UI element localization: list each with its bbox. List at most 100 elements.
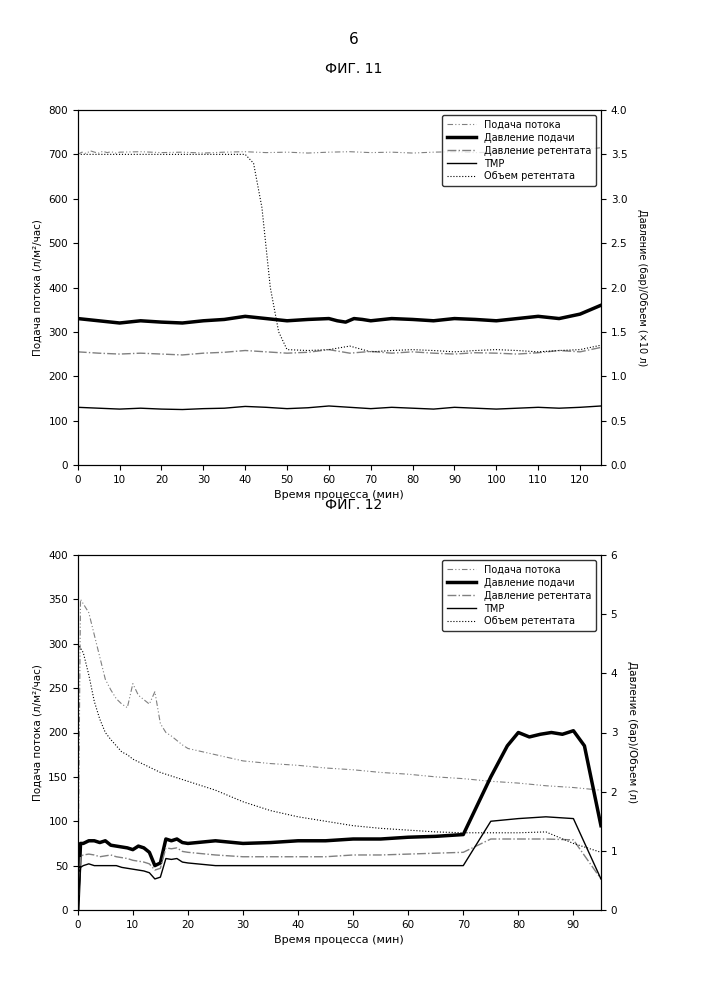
ТМР xyxy=(555,402,563,414)
Подача потока xyxy=(184,742,192,754)
Давление подачи xyxy=(107,839,115,851)
Давление ретентата xyxy=(597,873,605,885)
Y-axis label: Подача потока (л/м²/час): Подача потока (л/м²/час) xyxy=(33,219,43,356)
Давление подачи xyxy=(304,313,312,325)
ТМР xyxy=(366,403,375,415)
Давление подачи xyxy=(322,835,330,847)
Давление подачи xyxy=(95,315,103,327)
Давление ретентата xyxy=(569,834,578,846)
Объем ретентата xyxy=(555,345,563,357)
Давление ретентата xyxy=(85,848,93,860)
ТМР xyxy=(349,860,357,872)
Подача потока xyxy=(99,145,107,157)
Давление подачи xyxy=(115,317,124,329)
Давление ретентата xyxy=(107,849,115,861)
Legend: Подача потока, Давление подачи, Давление ретентата, ТМР, Объем ретентата: Подача потока, Давление подачи, Давление… xyxy=(442,560,596,631)
ТМР xyxy=(431,860,440,872)
Давление подачи xyxy=(492,315,501,327)
Давление подачи xyxy=(558,728,566,740)
Y-axis label: Давление (бар)/Объем (л): Давление (бар)/Объем (л) xyxy=(626,661,637,804)
Давление ретентата xyxy=(123,853,132,865)
Давление подачи xyxy=(283,315,291,327)
Давление ретентата xyxy=(597,341,605,353)
Давление подачи xyxy=(459,829,467,841)
Давление подачи xyxy=(597,820,605,832)
ТМР xyxy=(471,402,479,414)
Подача потока xyxy=(101,673,110,685)
Давление подачи xyxy=(294,835,303,847)
ТМР xyxy=(542,811,550,823)
Подача потока xyxy=(513,147,522,159)
Давление ретентата xyxy=(575,346,584,358)
ТМР xyxy=(429,403,438,415)
Объем ретентата xyxy=(129,753,137,765)
Объем ретентата xyxy=(542,826,550,838)
Давление подачи xyxy=(145,846,153,858)
Давление подачи xyxy=(90,835,98,847)
ТМР xyxy=(262,401,270,413)
ТМР xyxy=(101,860,110,872)
Подача потока xyxy=(90,146,99,158)
Давление ретентата xyxy=(555,345,563,357)
Объем ретентата xyxy=(450,346,459,358)
ТМР xyxy=(123,862,132,874)
Давление подачи xyxy=(76,837,85,849)
Объем ретентата xyxy=(184,775,192,787)
Подача потока xyxy=(294,759,303,771)
Давление подачи xyxy=(547,726,556,738)
Давление ретентата xyxy=(514,833,522,845)
ТМР xyxy=(74,401,82,413)
Подача потока xyxy=(79,598,88,610)
Подача потока xyxy=(107,684,115,696)
Подача потока xyxy=(514,777,522,789)
Подача потока xyxy=(471,147,479,159)
Объем ретентата xyxy=(597,339,605,351)
Объем ретентата xyxy=(534,346,542,358)
Подача потока xyxy=(78,146,86,158)
Давление подачи xyxy=(409,313,417,325)
Давление подачи xyxy=(199,315,208,327)
Подача потока xyxy=(134,689,143,701)
Text: ФИГ. 11: ФИГ. 11 xyxy=(325,62,382,76)
Давление ретентата xyxy=(117,852,126,864)
Объем ретентата xyxy=(266,282,274,294)
Объем ретентата xyxy=(123,749,132,761)
Давление ретентата xyxy=(429,347,438,359)
Объем ретентата xyxy=(294,811,303,823)
Объем ретентата xyxy=(156,766,165,778)
Давление подачи xyxy=(580,740,589,752)
Подача потока xyxy=(111,147,119,159)
Давление ретентата xyxy=(349,849,357,861)
Объем ретентата xyxy=(492,344,501,356)
Line: Объем ретентата: Объем ретентата xyxy=(78,154,601,352)
Подача потока xyxy=(173,734,181,746)
Объем ретентата xyxy=(95,713,104,725)
Объем ретентата xyxy=(471,345,479,357)
Объем ретентата xyxy=(486,827,495,839)
Подача потока xyxy=(569,782,578,794)
ТМР xyxy=(211,860,220,872)
Давление ретентата xyxy=(211,849,220,861)
Подача потока xyxy=(178,739,187,751)
Давление подачи xyxy=(136,315,145,327)
Давление подачи xyxy=(514,726,522,738)
Объем ретентата xyxy=(117,746,126,758)
Давление подачи xyxy=(211,835,220,847)
Подача потока xyxy=(136,146,145,158)
Подача потока xyxy=(115,146,124,158)
Объем ретентата xyxy=(107,734,115,746)
Line: Давление ретентата: Давление ретентата xyxy=(78,839,601,910)
Объем ретентата xyxy=(513,345,522,357)
Давление ретентата xyxy=(492,347,501,359)
Подача потока xyxy=(239,755,247,767)
ТМР xyxy=(90,860,98,872)
Подача потока xyxy=(575,144,584,156)
X-axis label: Время процесса (мин): Время процесса (мин) xyxy=(274,935,404,945)
Давление ретентата xyxy=(157,348,165,360)
Объем ретентата xyxy=(220,148,228,160)
ТМР xyxy=(162,853,170,865)
Давление подачи xyxy=(349,833,357,845)
ТМР xyxy=(79,860,88,872)
Давление подачи xyxy=(156,857,165,869)
Подача потока xyxy=(325,146,333,158)
